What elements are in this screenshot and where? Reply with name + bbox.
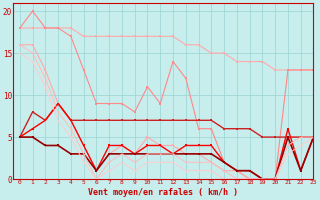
X-axis label: Vent moyen/en rafales ( km/h ): Vent moyen/en rafales ( km/h ): [88, 188, 238, 197]
